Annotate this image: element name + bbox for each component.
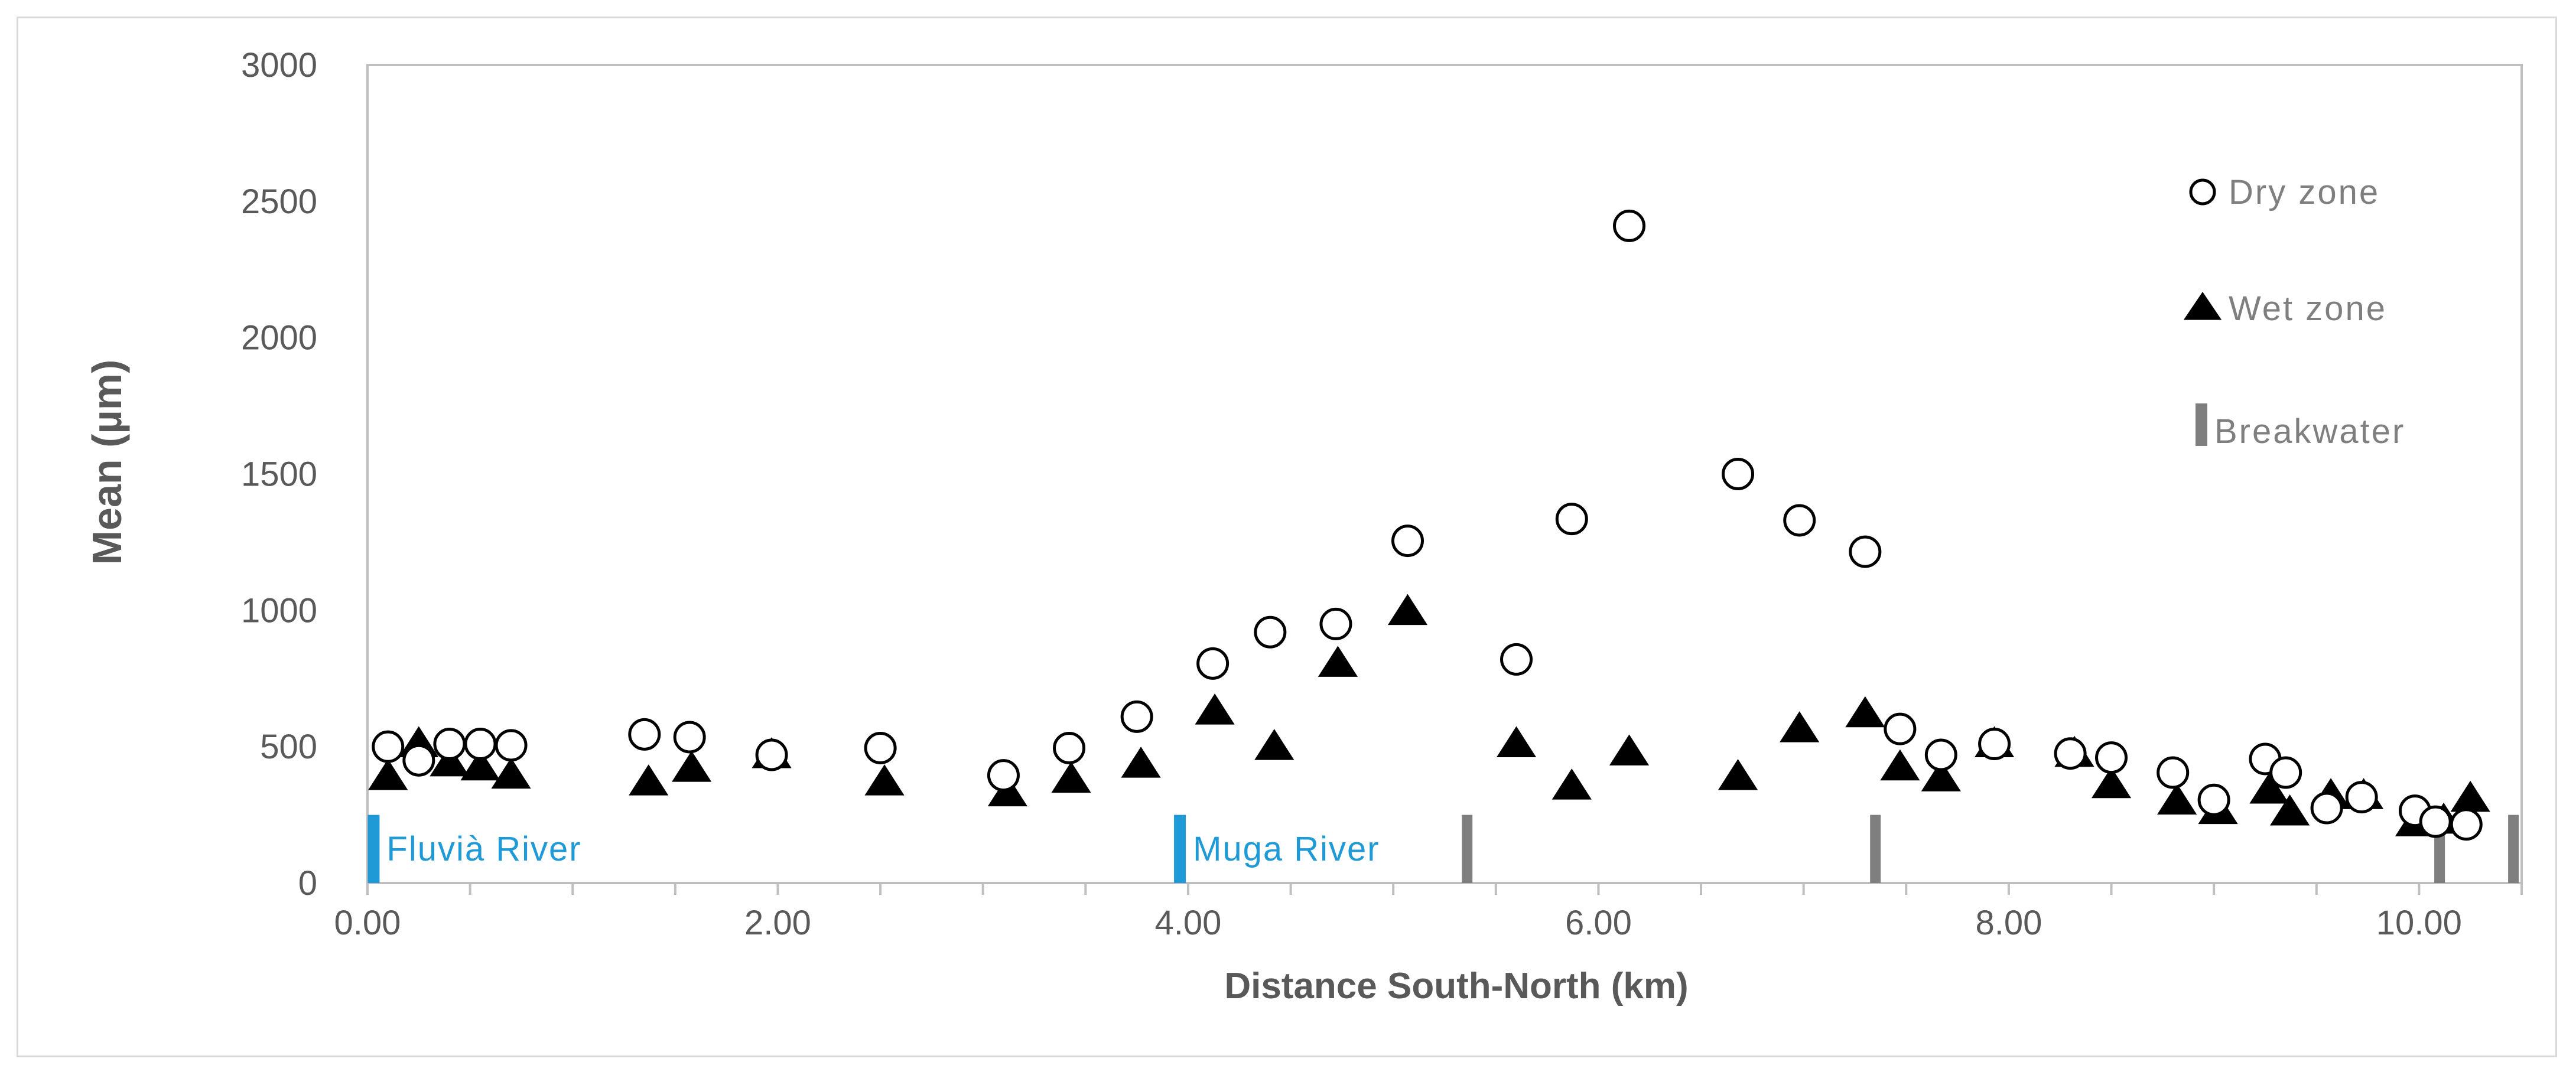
y-tick-label: 500: [260, 728, 317, 766]
wet-zone-point: [1845, 696, 1885, 728]
dry-zone-point: [1783, 504, 1816, 537]
legend-breakwater-marker: [2196, 403, 2207, 446]
wet-zone-point: [2450, 780, 2490, 812]
y-tick-label: 0: [298, 864, 317, 903]
river-label: Fluvià River: [386, 830, 581, 868]
dry-zone-point: [1555, 503, 1588, 536]
legend-label: Wet zone: [2229, 289, 2387, 328]
river-marker: [367, 815, 380, 883]
wet-zone-point: [1387, 594, 1428, 626]
x-tick-label: 0.00: [334, 904, 401, 942]
dry-zone-point: [402, 744, 435, 777]
y-tick-label: 1000: [241, 591, 317, 630]
breakwater-marker: [2508, 815, 2519, 883]
plot-area-border: [366, 64, 2523, 884]
x-axis-title: Distance South-North (km): [1224, 966, 1688, 1006]
wet-zone-point: [1780, 711, 1820, 742]
legend-label: Dry zone: [2229, 173, 2380, 211]
wet-zone-point: [460, 749, 500, 781]
legend-label: Breakwater: [2214, 412, 2405, 451]
river-marker: [1174, 815, 1186, 883]
dry-zone-point: [1254, 615, 1287, 649]
y-tick-label: 3000: [241, 46, 317, 84]
wet-zone-point: [430, 745, 470, 777]
dry-zone-point: [2197, 783, 2230, 816]
dry-zone-point: [1120, 700, 1153, 733]
wet-zone-point: [1051, 761, 1091, 793]
axes: 0 500 1000 1500 2000 2500 3000 0.00 2.00 4.00 6.00…: [241, 46, 2523, 942]
dry-zone-point: [1722, 458, 1755, 490]
breakwater-marker: [1870, 815, 1881, 883]
dry-zone-point: [1319, 607, 1352, 640]
dry-zone-point: [628, 718, 661, 751]
wet-zone-point: [1195, 693, 1235, 725]
dry-zone-point: [2157, 756, 2190, 789]
dry-zone-point: [864, 731, 897, 764]
wet-zone-point: [1318, 646, 1358, 677]
wet-zone-point: [1121, 747, 1161, 778]
y-axis-title: Mean (µm): [84, 360, 130, 565]
y-tick-label: 2000: [241, 319, 317, 357]
dry-zone-point: [987, 759, 1020, 792]
wet-zone-point: [1609, 734, 1650, 765]
dry-zone-point: [1849, 535, 1882, 568]
dry-zone-point: [1196, 647, 1230, 680]
dry-zone-point: [2310, 791, 2343, 825]
breakwater-marker: [1462, 815, 1473, 883]
dry-zone-point: [2054, 737, 2087, 770]
dry-zone-point: [2269, 756, 2302, 789]
dry-zone-point: [1613, 209, 1646, 242]
dry-zone-point: [1053, 731, 1086, 764]
dry-zone-point: [2450, 808, 2483, 841]
wet-zone-point: [629, 764, 669, 796]
data-points: [368, 209, 2490, 841]
wet-zone-point: [2249, 773, 2289, 804]
wet-zone-point: [2157, 783, 2197, 815]
legend: Dry zone Wet zone Breakwater: [2183, 173, 2405, 451]
wet-zone-point: [864, 764, 905, 796]
dry-zone-point: [1500, 643, 1533, 676]
x-tick-label: 4.00: [1155, 904, 1222, 942]
y-tick-label: 1500: [241, 455, 317, 494]
dry-zone-point: [2095, 741, 2128, 774]
wet-zone-point: [1880, 749, 1920, 781]
wet-zone-point: [1921, 760, 1961, 791]
y-tick-label: 2500: [241, 183, 317, 221]
dry-zone-point: [1391, 525, 1424, 558]
dry-zone-point: [2419, 805, 2452, 838]
legend-wet-zone-marker: [2183, 292, 2222, 320]
x-tick-label: 8.00: [1975, 904, 2042, 942]
wet-zone-point: [1718, 758, 1758, 790]
dry-zone-point: [1978, 728, 2011, 761]
dry-zone-point: [464, 728, 497, 761]
legend-dry-zone-marker: [2189, 178, 2216, 206]
wet-zone-point: [368, 758, 408, 790]
dry-zone-point: [495, 729, 528, 762]
dry-zone-point: [673, 721, 706, 754]
x-tick-label: 6.00: [1565, 904, 1632, 942]
wet-zone-point: [491, 757, 531, 789]
wet-zone-point: [2270, 794, 2310, 826]
wet-zone-point: [1496, 726, 1537, 758]
dry-zone-point: [372, 730, 405, 763]
wet-zone-point: [2091, 767, 2132, 799]
wet-zone-point: [672, 751, 712, 782]
dry-zone-point: [1924, 738, 1957, 771]
river-label: Muga River: [1193, 830, 1380, 868]
wet-zone-point: [1552, 768, 1592, 800]
dry-zone-point: [433, 728, 466, 761]
location-markers: Fluvià River Muga River: [367, 815, 2519, 883]
dry-zone-point: [2345, 781, 2378, 814]
x-tick-label: 2.00: [744, 904, 811, 942]
x-tick-label: 10.00: [2376, 904, 2462, 942]
dry-zone-point: [1884, 712, 1917, 745]
wet-zone-point: [1254, 729, 1294, 760]
dry-zone-point: [755, 738, 788, 771]
